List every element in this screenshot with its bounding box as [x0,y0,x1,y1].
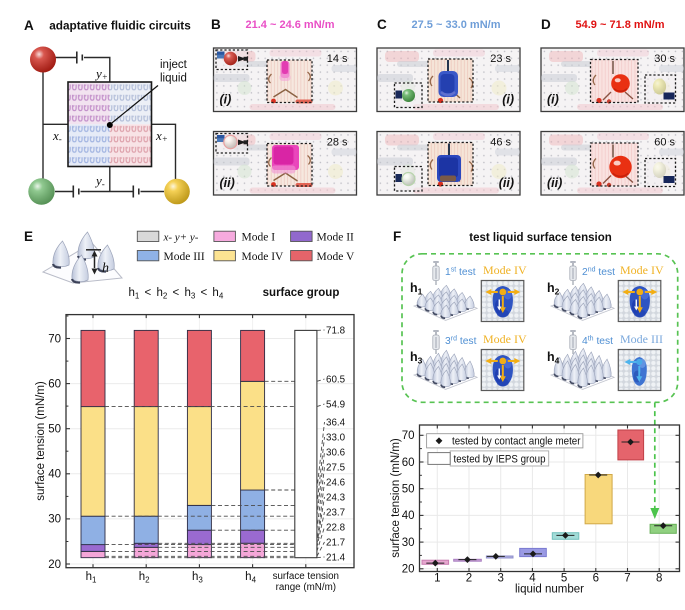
svg-text:(i): (i) [547,93,559,107]
svg-text:h1<h2<h3<h4: h1 < h2 < h3 < h4 [129,287,224,301]
svg-text:(i): (i) [220,93,232,107]
svg-text:27.5: 27.5 [326,462,346,473]
svg-text:3: 3 [497,573,503,585]
svg-text:Mode III: Mode III [164,251,205,263]
svg-text:46 s: 46 s [490,137,511,149]
svg-text:1: 1 [434,573,440,585]
svg-text:h1: h1 [86,571,97,585]
svg-text:6: 6 [593,573,599,585]
svg-text:36.4: 36.4 [326,417,346,428]
svg-text:60.5: 60.5 [326,374,346,385]
svg-text:E: E [24,229,33,244]
svg-text:surface tension (mN/m): surface tension (mN/m) [390,438,402,558]
svg-text:8: 8 [656,573,662,585]
svg-text:71.8: 71.8 [326,325,346,336]
svg-text:D: D [541,17,551,32]
svg-text:4: 4 [529,573,536,585]
svg-text:7: 7 [624,573,630,585]
svg-text:(ii): (ii) [220,176,235,190]
svg-text:x-: x- [52,128,62,144]
svg-text:liquid: liquid [160,73,187,85]
svg-text:30.6: 30.6 [326,447,346,458]
svg-text:F: F [393,229,401,244]
svg-text:inject: inject [160,59,188,71]
svg-text:Mode III: Mode III [620,332,663,346]
svg-text:28 s: 28 s [327,137,348,149]
svg-text:60: 60 [402,457,415,469]
svg-text:2: 2 [466,573,472,585]
svg-text:50: 50 [48,424,61,436]
svg-text:22.8: 22.8 [326,522,346,533]
svg-text:y-: y- [94,173,105,189]
svg-text:60 s: 60 s [654,137,675,149]
svg-text:33.0: 33.0 [326,432,346,443]
svg-text:(ii): (ii) [547,176,562,190]
svg-text:(i): (i) [502,93,514,107]
svg-text:x+: x+ [155,128,168,144]
svg-text:54.9: 54.9 [326,399,345,410]
svg-text:(ii): (ii) [499,176,514,190]
svg-text:C: C [377,17,387,32]
svg-text:h3: h3 [192,571,203,585]
svg-text:tested by IEPS group: tested by IEPS group [454,453,546,465]
svg-text:21.7: 21.7 [326,537,345,548]
svg-text:h: h [102,261,109,276]
svg-text:h2: h2 [139,571,150,585]
svg-text:3rd test: 3rd test [445,336,477,348]
svg-text:surface group: surface group [263,287,340,299]
svg-text:40: 40 [48,469,61,481]
svg-text:A: A [24,18,34,33]
svg-text:27.5 ~ 33.0 mN/m: 27.5 ~ 33.0 mN/m [412,19,501,31]
svg-text:Mode IV: Mode IV [483,263,527,277]
svg-text:Mode IV: Mode IV [483,332,527,346]
svg-text:20: 20 [48,559,61,571]
svg-text:Mode IV: Mode IV [242,251,285,263]
svg-text:adaptative fluidic circuits: adaptative fluidic circuits [49,19,191,33]
svg-text:B: B [211,17,221,32]
svg-text:h2: h2 [547,281,560,297]
svg-text:range (mN/m): range (mN/m) [276,582,336,593]
svg-text:24.6: 24.6 [326,477,346,488]
svg-text:21.4: 21.4 [326,552,346,563]
svg-text:surface tension: surface tension [273,571,339,582]
svg-text:4th test: 4th test [582,336,613,348]
svg-text:Mode IV: Mode IV [620,263,664,277]
svg-text:50: 50 [402,484,415,496]
svg-text:Mode V: Mode V [317,251,355,263]
svg-text:30: 30 [48,514,61,526]
svg-text:h1: h1 [410,281,423,297]
svg-text:y+: y+ [94,66,108,82]
svg-text:x- y+ y-: x- y+ y- [163,232,199,244]
svg-text:40: 40 [402,510,415,522]
svg-text:54.9 ~ 71.8 mN/m: 54.9 ~ 71.8 mN/m [576,19,665,31]
svg-text:14 s: 14 s [327,53,348,65]
svg-text:20: 20 [402,564,415,576]
svg-text:21.4 ~ 24.6 mN/m: 21.4 ~ 24.6 mN/m [246,19,335,31]
svg-text:30: 30 [402,537,415,549]
svg-text:Mode I: Mode I [242,232,276,244]
svg-text:surface tension (mN/m): surface tension (mN/m) [35,381,47,501]
svg-text:24.3: 24.3 [326,492,346,503]
svg-text:30 s: 30 s [654,53,675,65]
svg-text:70: 70 [402,430,415,442]
svg-text:70: 70 [48,333,61,345]
svg-text:liquid number: liquid number [515,584,584,596]
svg-text:h4: h4 [245,571,256,585]
svg-text:5: 5 [561,573,567,585]
svg-text:h3: h3 [410,350,423,366]
svg-text:23 s: 23 s [490,53,511,65]
svg-text:2nd test: 2nd test [582,267,615,279]
svg-text:h4: h4 [547,350,560,366]
svg-text:tested by contact angle meter: tested by contact angle meter [452,436,581,448]
svg-text:test liquid surface tension: test liquid surface tension [469,232,612,244]
svg-text:1st test: 1st test [445,267,476,279]
svg-text:Mode II: Mode II [317,232,355,244]
svg-text:23.7: 23.7 [326,507,345,518]
svg-text:60: 60 [48,378,61,390]
